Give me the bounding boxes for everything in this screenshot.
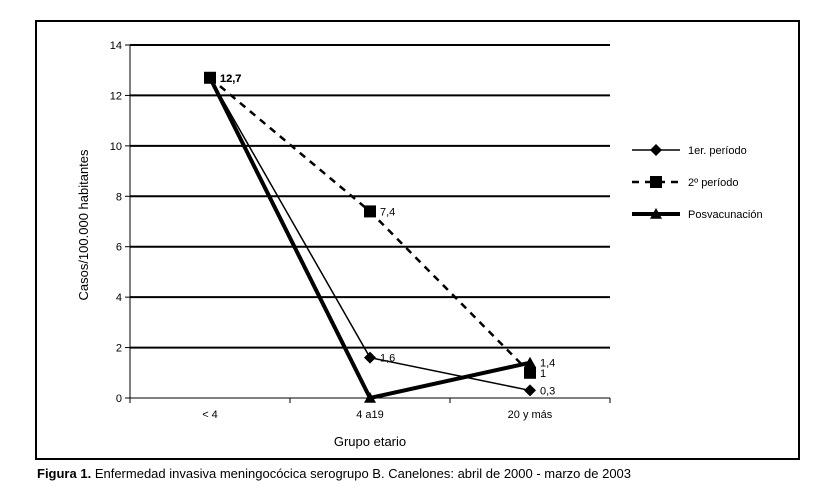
y-tick-label: 0: [116, 393, 122, 405]
data-label: 12,7: [220, 73, 241, 85]
data-label: 1,4: [540, 358, 555, 370]
y-axis-title: Casos/100.000 habitantes: [76, 149, 91, 301]
legend-label-3: Posvacunación: [688, 209, 763, 221]
y-tick-label: 12: [110, 90, 122, 102]
gridlines: [130, 44, 610, 349]
legend-marker-1: [650, 144, 662, 156]
y-tick-label: 10: [110, 141, 122, 153]
series-3-point: [364, 392, 376, 403]
y-tick-label: 2: [116, 343, 122, 355]
figure-caption-label: Figura 1.: [37, 466, 92, 481]
data-labels: 12,71,60,312,77,411,4: [220, 73, 555, 398]
series-1-point: [364, 351, 376, 364]
axes: 0 2 4 6 8 10 12 14 < 4 4 a19 20 y más: [110, 40, 611, 421]
y-tick-label: 4: [116, 292, 122, 304]
y-tick-label: 14: [110, 40, 122, 52]
data-label: 1,6: [380, 353, 395, 365]
data-label: 0,3: [540, 385, 555, 397]
series-line-2: [209, 76, 531, 374]
series-2-point: [524, 366, 536, 379]
data-label: 1: [540, 368, 546, 380]
data-label: 12,7: [220, 73, 241, 85]
series-2-point: [364, 205, 376, 218]
x-tick-label: < 4: [202, 409, 218, 421]
x-axis-title: Grupo etario: [334, 434, 406, 449]
legend-label-1: 1er. período: [688, 145, 747, 157]
series-line-3: [208, 76, 531, 400]
legend-marker-3: [650, 208, 662, 219]
data-label: 7,4: [380, 206, 395, 218]
series-line-1: [209, 77, 531, 392]
series-lines: [204, 71, 536, 403]
x-tick-label: 4 a19: [356, 409, 384, 421]
figure-caption: Figura 1. Enfermedad invasiva meningocóc…: [37, 466, 631, 481]
y-tick-label: 8: [116, 191, 122, 203]
legend: 1er. período 2º período Posvacunación: [632, 144, 763, 221]
figure-caption-text: Enfermedad invasiva meningocócica serogr…: [94, 466, 632, 481]
y-tick-label: 6: [116, 242, 122, 254]
x-tick-label: 20 y más: [508, 409, 553, 421]
series-3-point: [204, 71, 216, 83]
series-3-point: [524, 356, 536, 368]
legend-label-2: 2º período: [688, 177, 739, 189]
legend-marker-2: [650, 176, 662, 188]
series-1-point: [524, 384, 536, 397]
